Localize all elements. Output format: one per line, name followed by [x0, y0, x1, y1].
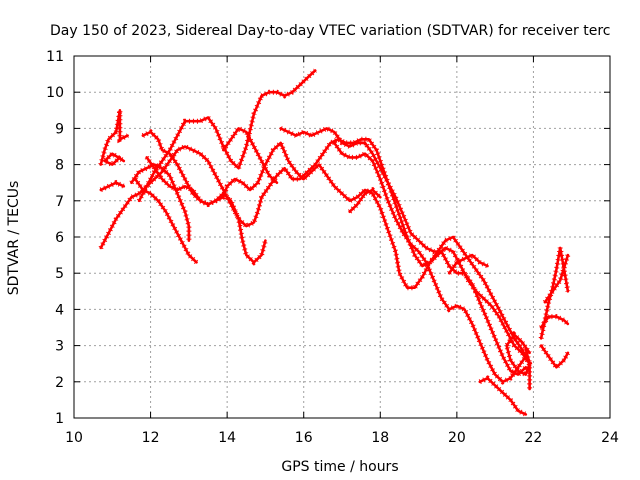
series-markers	[539, 314, 570, 329]
series-markers	[141, 129, 533, 389]
series-s18	[539, 344, 571, 372]
chart-title: Day 150 of 2023, Sidereal Day-to-day VTE…	[50, 23, 610, 39]
series-line	[543, 253, 570, 304]
series-line	[348, 188, 382, 213]
y-tick-label: 5	[55, 266, 64, 282]
series-line	[141, 130, 531, 391]
y-tick-label: 8	[55, 158, 64, 174]
series-markers	[129, 161, 192, 241]
x-tick-label: 14	[218, 430, 236, 446]
series-s14	[447, 252, 489, 275]
series-layer	[98, 68, 571, 417]
x-tick-label: 10	[65, 430, 83, 446]
series-s2	[98, 109, 129, 166]
series-line	[447, 253, 489, 275]
series-s4	[100, 150, 126, 168]
x-tick-label: 18	[371, 430, 389, 446]
y-tick-label: 10	[46, 85, 64, 101]
x-tick-label: 22	[525, 430, 543, 446]
series-s12	[332, 141, 528, 385]
series-line	[333, 141, 528, 384]
series-s3	[99, 179, 126, 193]
series-markers	[279, 125, 528, 378]
series-markers	[99, 179, 125, 193]
series-line	[103, 152, 126, 166]
y-tick-label: 7	[55, 194, 64, 210]
series-s9	[129, 161, 192, 242]
y-tick-label: 6	[55, 230, 64, 246]
y-tick-label: 4	[55, 302, 64, 318]
y-axis-label: SDTVAR / TECUs	[6, 181, 22, 296]
series-line	[99, 138, 531, 365]
series-markers	[503, 330, 533, 379]
series-s11	[279, 125, 528, 378]
series-s7	[136, 68, 317, 203]
y-tick-label: 9	[55, 121, 64, 137]
y-tick-label: 3	[55, 339, 64, 355]
series-s8	[133, 177, 199, 265]
x-tick-label: 12	[142, 430, 160, 446]
x-tick-label: 16	[295, 430, 313, 446]
series-s6	[141, 129, 533, 391]
series-line	[222, 127, 279, 184]
x-tick-label: 20	[448, 430, 466, 446]
series-markers	[478, 375, 527, 417]
series-s13	[347, 186, 383, 214]
y-tick-label: 1	[55, 411, 64, 427]
y-tick-label: 11	[46, 49, 64, 65]
x-tick-label: 24	[601, 430, 619, 446]
series-markers	[98, 109, 129, 166]
series-s1	[98, 136, 532, 366]
series-s10	[221, 125, 279, 185]
series-s19	[539, 314, 570, 329]
series-s15	[478, 375, 528, 417]
series-markers	[133, 177, 199, 265]
x-axis-label: GPS time / hours	[281, 459, 398, 475]
series-markers	[539, 344, 571, 372]
series-s20	[542, 253, 571, 304]
series-line	[137, 69, 317, 203]
y-tick-label: 2	[55, 375, 64, 391]
series-s16	[503, 330, 533, 379]
